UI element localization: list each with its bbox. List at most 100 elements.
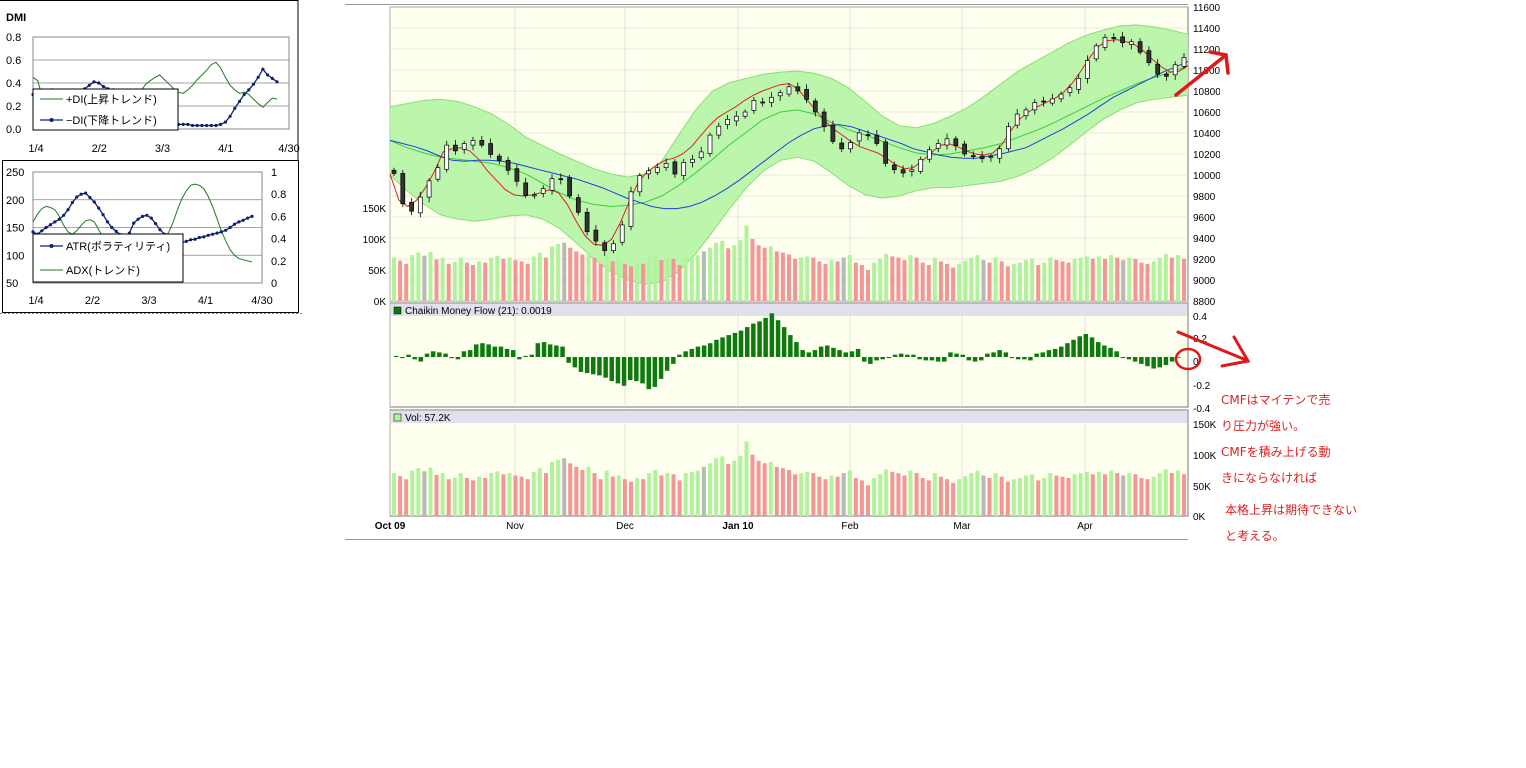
volume-bar: [1109, 470, 1114, 516]
atr-point: [241, 218, 245, 222]
price-volume-bar: [720, 240, 725, 301]
volume-bar: [592, 473, 597, 516]
main-chart: 11600 11400 11200 11000 10800 10600 10400 10200…: [340, 0, 1221, 545]
volume-bar: [720, 456, 725, 516]
candle-body: [435, 167, 441, 180]
candle-body: [1085, 60, 1090, 79]
volume-bar: [878, 474, 883, 516]
volume-bar: [932, 473, 937, 516]
price-volume-bar: [1060, 261, 1065, 301]
cmf-bar: [498, 346, 504, 357]
candle-body: [812, 100, 818, 113]
atr-point: [219, 230, 223, 234]
candle-body: [523, 182, 529, 196]
cmf-bar: [1022, 357, 1027, 360]
volume-bar: [805, 471, 810, 516]
atr-point: [197, 235, 201, 240]
price-volume-bar: [823, 263, 828, 301]
price-volume-bar: [908, 255, 913, 301]
volume-bar: [708, 463, 712, 516]
candle-body: [900, 169, 906, 174]
cmf-header: [391, 304, 1187, 316]
price-volume-bar: [938, 261, 943, 301]
price-volume-bar: [902, 260, 907, 301]
volume-bar: [550, 462, 554, 516]
price-volume-bar: [1103, 258, 1107, 301]
price-volume-bar: [993, 257, 998, 301]
atr-point: [145, 213, 149, 217]
volume-bar: [471, 480, 475, 516]
candle-body: [391, 169, 397, 174]
cmf-bar: [437, 352, 442, 357]
annotation-line-6: と考える。: [1225, 529, 1285, 543]
price-volume-bar: [793, 258, 798, 301]
volume-bar: [483, 478, 488, 516]
annotation-arrows: [1174, 50, 1251, 371]
price-volume-bar: [464, 262, 469, 301]
atr-y-right-tick: 0.8: [271, 189, 286, 201]
volume-bar: [641, 479, 646, 516]
price-volume-bar: [586, 251, 591, 301]
price-volume-bar: [683, 257, 688, 301]
candle-body: [540, 188, 546, 194]
cmf-bar: [775, 320, 781, 357]
minus-di-point: [190, 123, 195, 128]
atr-point: [228, 225, 232, 230]
cmf-bar: [640, 357, 645, 384]
volume-bar: [969, 473, 974, 516]
vol-tick: 50K: [1193, 482, 1211, 493]
volume-bar: [622, 479, 627, 516]
price-volume-bar: [1048, 257, 1053, 301]
cmf-bar: [430, 351, 436, 358]
cmf-bar: [449, 357, 454, 359]
highlight-circle: [1174, 347, 1202, 371]
x-axis-label: Jan 10: [722, 521, 754, 532]
candle-body: [1102, 37, 1108, 48]
price-volume-bar: [817, 261, 822, 301]
volume-bar: [823, 479, 828, 516]
bollinger-mid-line: [389, 65, 1189, 208]
volume-bar: [531, 471, 536, 516]
cmf-label: Chaikin Money Flow (21): 0.0019: [405, 306, 552, 317]
atr-point: [66, 208, 70, 212]
atr-y-right-tick: 0.4: [271, 234, 286, 246]
candle-body: [891, 164, 897, 171]
candle-body: [584, 211, 590, 233]
price-tick: 8800: [1193, 297, 1216, 308]
candle-body: [567, 177, 572, 197]
minus-di-point: [195, 123, 199, 128]
candle-body: [804, 89, 809, 100]
atr-point: [62, 213, 66, 217]
minus-di-point: [223, 120, 227, 124]
cmf-bar: [1114, 351, 1119, 358]
price-volume-bar: [975, 255, 980, 301]
dmi-y-tick: 0.2: [6, 101, 21, 113]
atr-point: [84, 191, 88, 195]
candle-body: [962, 143, 967, 155]
volume-bar: [677, 480, 682, 516]
atr-point: [136, 217, 140, 221]
price-volume-bar: [780, 252, 785, 301]
candle-body: [505, 159, 511, 171]
atr-x-tick: 2/2: [85, 295, 100, 307]
price-volume-bar: [647, 257, 652, 301]
candle-body: [681, 162, 687, 176]
price-volume-bar: [434, 259, 439, 301]
price-volume-bar: [568, 247, 573, 301]
price-volume-bar: [574, 251, 579, 301]
volume-bar: [1151, 476, 1156, 516]
volume-bar: [884, 469, 889, 516]
volume-bar: [768, 462, 773, 516]
volume-bar: [610, 476, 615, 516]
price-volume-bar: [878, 258, 883, 301]
volume-bar: [847, 470, 852, 516]
minus-di-point: [101, 84, 105, 89]
dmi-chart-svg: DMI 0.8 0.6 0.4 0.2 0.0 1/4 2/2 3/3 4/1 4/30 +DI(上昇…: [0, 0, 302, 314]
candle-body: [646, 170, 651, 175]
candle-body: [1067, 87, 1073, 93]
price-volume-bar: [1072, 258, 1077, 301]
cmf-bar: [979, 357, 984, 361]
atr-point: [105, 220, 110, 224]
cmf-bar: [467, 350, 473, 357]
price-volume-bar: [440, 257, 445, 301]
